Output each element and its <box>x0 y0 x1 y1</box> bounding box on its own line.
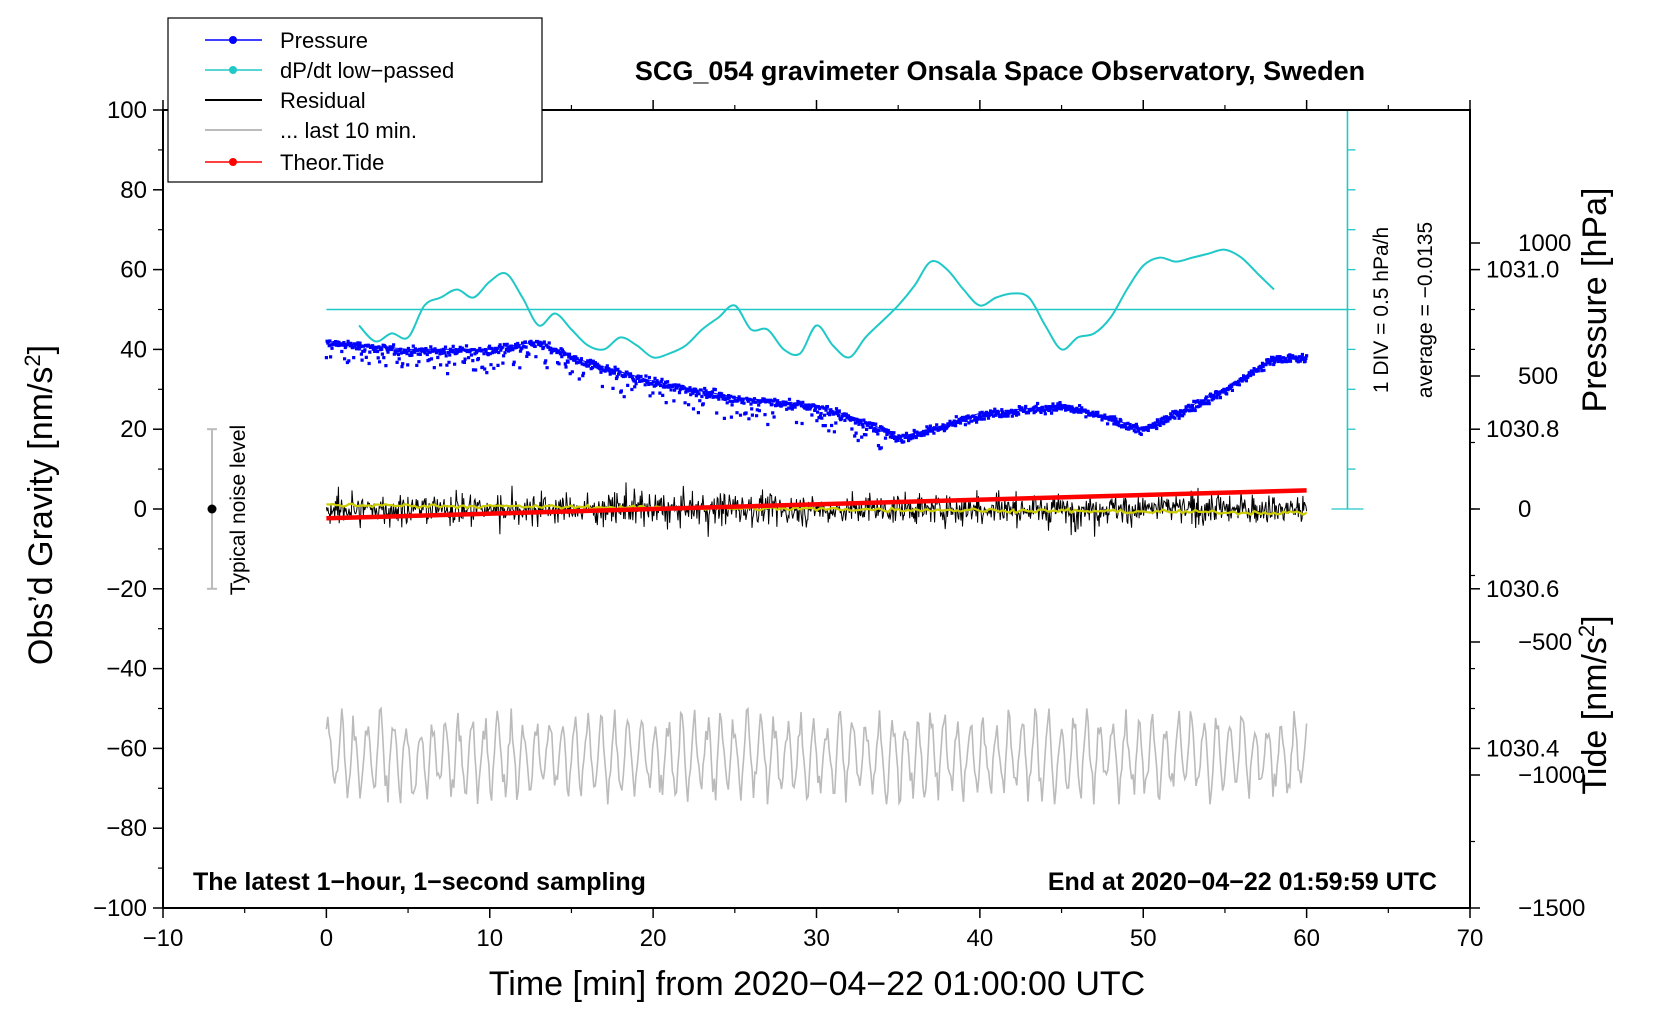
y-tick-label: 20 <box>120 416 147 443</box>
noise-bar-center-dot <box>207 504 217 514</box>
x-axis-title: Time [min] from 2020−04−22 01:00:00 UTC <box>489 965 1145 1003</box>
y-axis-title-tide: Tide [nm/s2] <box>1574 615 1614 794</box>
legend-entry-last10: ... last 10 min. <box>205 118 417 143</box>
dpdt-scale-label: 1 DIV = 0.5 hPa/h <box>1370 227 1393 393</box>
legend-label-tide: Theor.Tide <box>280 150 384 175</box>
pressure-tick-label: 1030.6 <box>1486 576 1559 603</box>
y-axis-title-gravity-close: ] <box>22 345 60 354</box>
x-tick-label: 60 <box>1293 925 1320 952</box>
legend-entry-pressure: Pressure <box>205 28 368 53</box>
legend-label-last10: ... last 10 min. <box>280 118 417 143</box>
tide-series-line <box>326 488 1307 521</box>
tide-tick-label: 1000 <box>1518 230 1571 257</box>
y-axis-title-pressure: Pressure [hPa] <box>1576 188 1614 413</box>
pressure-series-line <box>326 340 1307 438</box>
pressure-series-points <box>324 339 1309 451</box>
x-tick-label: −10 <box>143 925 184 952</box>
tide-tick-label: 0 <box>1518 496 1531 523</box>
x-tick-label: 20 <box>640 925 667 952</box>
y-axis-title-gravity-main: Obs’d Gravity [nm/s <box>22 367 60 666</box>
y-axis-title-gravity: Obs’d Gravity [nm/s2] <box>20 345 60 665</box>
y-tick-label: 60 <box>120 257 147 284</box>
sampling-note: The latest 1−hour, 1−second sampling <box>193 868 646 896</box>
pressure-tick-label: 1030.4 <box>1486 735 1559 762</box>
end-time-note: End at 2020−04−22 01:59:59 UTC <box>1048 868 1437 896</box>
y-tick-label: 100 <box>107 97 147 124</box>
residual-smoothed-line <box>326 502 1308 517</box>
dpdt-series-line <box>358 248 1275 359</box>
y-tick-label: −100 <box>93 895 147 922</box>
y-tick-label: −20 <box>106 576 147 603</box>
last10-series-line <box>325 706 1308 806</box>
y-tick-label: −80 <box>106 815 147 842</box>
tide-tick-label: −1500 <box>1518 895 1585 922</box>
chart-title: SCG_054 gravimeter Onsala Space Observat… <box>635 56 1365 86</box>
y-tick-label: 40 <box>120 336 147 363</box>
y-axis-title-tide-close: ] <box>1576 615 1614 624</box>
legend-entry-residual: Residual <box>205 88 366 113</box>
x-tick-label: 0 <box>320 925 333 952</box>
x-tick-label: 40 <box>967 925 994 952</box>
tide-tick-label: −500 <box>1518 629 1572 656</box>
x-tick-label: 10 <box>476 925 503 952</box>
x-tick-label: 70 <box>1457 925 1484 952</box>
legend-dot-tide <box>229 158 237 166</box>
y-axis-title-tide-main: Tide [nm/s <box>1576 637 1614 794</box>
pressure-tick-label: 1030.8 <box>1486 416 1559 443</box>
y-tick-label: −60 <box>106 735 147 762</box>
x-tick-label: 50 <box>1130 925 1157 952</box>
legend-label-residual: Residual <box>280 88 366 113</box>
legend-entry-dpdt: dP/dt low−passed <box>205 58 454 83</box>
legend-dot-pressure <box>229 36 237 44</box>
legend-label-dpdt: dP/dt low−passed <box>280 58 454 83</box>
y-axis-title-tide-sup: 2 <box>1574 625 1599 637</box>
tide-tick-label: 500 <box>1518 363 1558 390</box>
y-tick-label: 80 <box>120 177 147 204</box>
dpdt-average-label: average = −0.0135 <box>1414 222 1437 398</box>
pressure-tick-label: 1031.0 <box>1486 257 1559 284</box>
residual-series-line <box>325 482 1308 537</box>
legend-dot-dpdt <box>229 66 237 74</box>
x-tick-label: 30 <box>803 925 830 952</box>
tide-tick-label: −1000 <box>1518 762 1585 789</box>
y-tick-label: 0 <box>134 496 147 523</box>
noise-level-label: Typical noise level <box>227 425 250 595</box>
y-axis-title-gravity-sup: 2 <box>20 354 45 366</box>
y-tick-label: −40 <box>106 656 147 683</box>
legend-entry-tide: Theor.Tide <box>205 150 384 175</box>
legend-label-pressure: Pressure <box>280 28 368 53</box>
legend: Pressure dP/dt low−passed Residual ... l… <box>167 17 543 183</box>
